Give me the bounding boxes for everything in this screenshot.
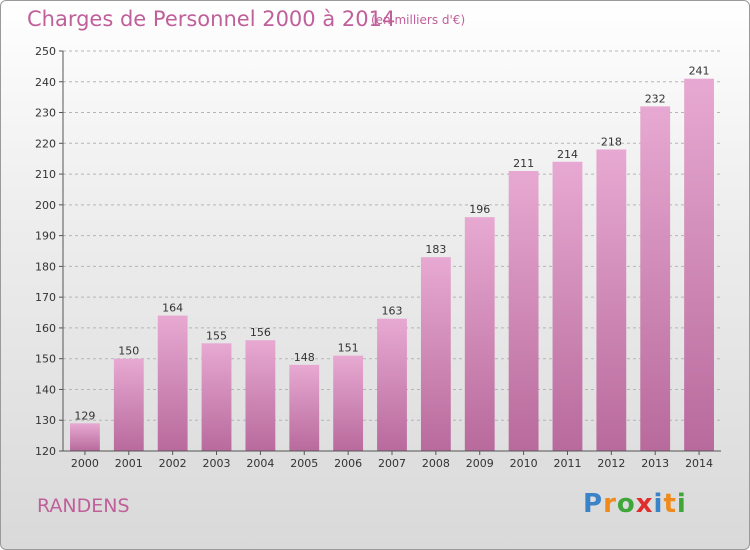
bar xyxy=(113,358,144,451)
bar xyxy=(157,315,188,451)
bar xyxy=(420,257,451,451)
y-tick-label: 200 xyxy=(35,199,56,212)
data-label: 148 xyxy=(294,351,315,364)
x-tick-label: 2005 xyxy=(290,457,318,470)
x-tick-label: 2012 xyxy=(597,457,625,470)
x-tick-label: 2003 xyxy=(203,457,231,470)
bar xyxy=(245,340,276,451)
x-tick-label: 2001 xyxy=(115,457,143,470)
bar xyxy=(684,78,714,451)
data-label: 183 xyxy=(425,243,446,256)
x-tick-label: 2013 xyxy=(641,457,669,470)
bar xyxy=(70,423,100,451)
data-label: 214 xyxy=(557,148,578,161)
x-tick-label: 2011 xyxy=(553,457,581,470)
data-label: 150 xyxy=(118,345,139,358)
logo-letter: i xyxy=(653,489,664,519)
chart-subtitle: (en milliers d'€) xyxy=(371,13,466,27)
data-label: 241 xyxy=(689,65,710,78)
chart-title: Charges de Personnel 2000 à 2014 xyxy=(27,7,396,31)
bar xyxy=(289,364,320,451)
logo-letter: o xyxy=(616,489,636,519)
bar xyxy=(333,355,364,451)
y-tick-label: 170 xyxy=(35,291,56,304)
x-tick-label: 2002 xyxy=(159,457,187,470)
y-tick-label: 130 xyxy=(35,414,56,427)
data-label: 218 xyxy=(601,135,622,148)
logo-letter: t xyxy=(663,489,677,519)
data-label: 164 xyxy=(162,302,183,315)
y-tick-label: 240 xyxy=(35,76,56,89)
x-tick-label: 2014 xyxy=(685,457,713,470)
data-label: 155 xyxy=(206,329,227,342)
bar xyxy=(508,171,539,451)
bar xyxy=(552,161,583,451)
y-tick-label: 190 xyxy=(35,230,56,243)
bar xyxy=(201,343,232,451)
y-tick-label: 220 xyxy=(35,137,56,150)
y-tick-label: 230 xyxy=(35,107,56,120)
y-tick-label: 150 xyxy=(35,353,56,366)
x-tick-label: 2000 xyxy=(71,457,99,470)
data-label: 163 xyxy=(382,305,403,318)
logo-letter: x xyxy=(635,489,654,519)
y-tick-label: 250 xyxy=(35,45,56,58)
data-label: 196 xyxy=(469,203,490,216)
x-tick-label: 2010 xyxy=(510,457,538,470)
x-tick-label: 2007 xyxy=(378,457,406,470)
y-tick-label: 210 xyxy=(35,168,56,181)
y-tick-label: 180 xyxy=(35,260,56,273)
data-label: 156 xyxy=(250,326,271,339)
bar xyxy=(464,217,495,451)
data-label: 129 xyxy=(74,409,95,422)
data-label: 151 xyxy=(338,342,359,355)
x-tick-label: 2006 xyxy=(334,457,362,470)
y-tick-label: 160 xyxy=(35,322,56,335)
x-tick-label: 2004 xyxy=(246,457,274,470)
x-tick-label: 2009 xyxy=(466,457,494,470)
data-label: 211 xyxy=(513,157,534,170)
logo-letter: r xyxy=(603,489,617,519)
logo-letter: i xyxy=(676,489,687,519)
proxiti-logo: Proxiti xyxy=(583,489,687,519)
y-tick-label: 140 xyxy=(35,383,56,396)
bar xyxy=(596,149,627,451)
logo-letter: P xyxy=(583,489,604,519)
x-tick-label: 2008 xyxy=(422,457,450,470)
commune-name: RANDENS xyxy=(37,495,130,517)
bars xyxy=(70,78,714,451)
bar xyxy=(640,106,671,451)
data-label: 232 xyxy=(645,92,666,105)
bar xyxy=(377,318,407,451)
y-tick-label: 120 xyxy=(35,445,56,458)
axes xyxy=(59,50,721,455)
labels: 120 130 140 150 160 170 180 190 200 210 220 230 240 2… xyxy=(35,45,713,470)
